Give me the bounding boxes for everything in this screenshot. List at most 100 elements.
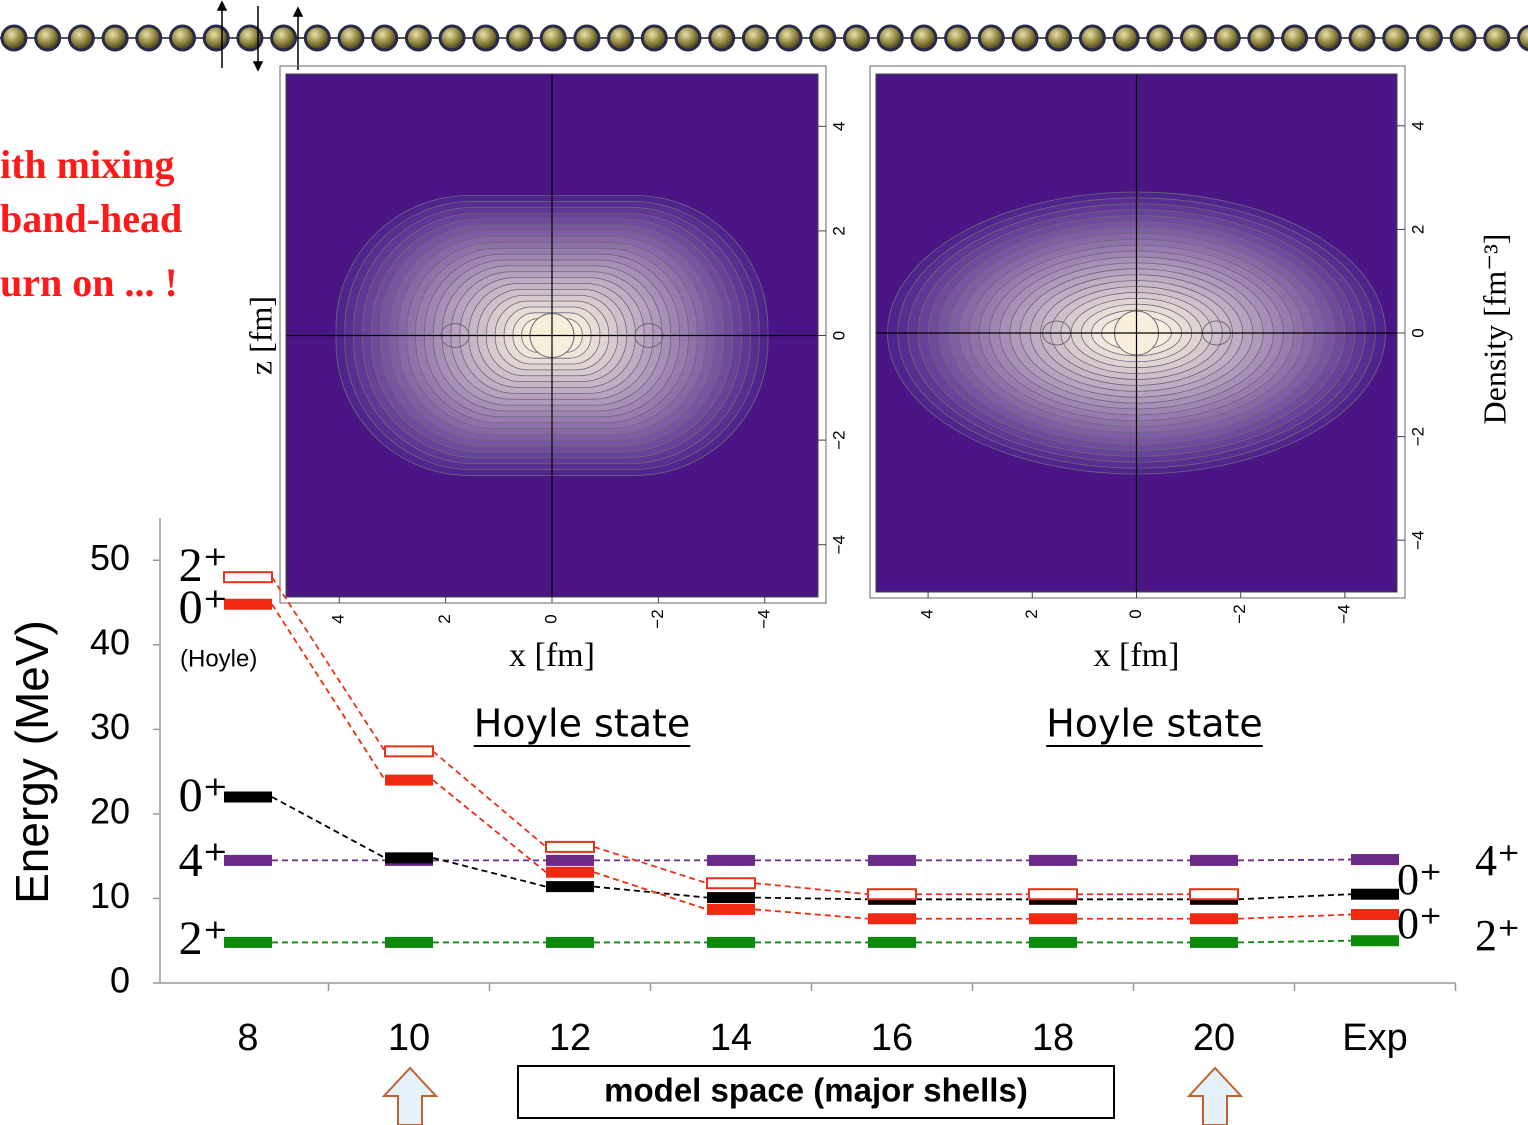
end-label: 0⁺ — [1397, 899, 1442, 948]
level — [1190, 936, 1238, 948]
connector — [754, 908, 869, 920]
bead — [1483, 24, 1511, 52]
level — [384, 745, 434, 758]
bead — [34, 24, 62, 52]
level — [1189, 888, 1239, 901]
bead — [202, 24, 230, 52]
bead — [809, 24, 837, 52]
bead — [1112, 24, 1140, 52]
slide-text: band-head — [0, 196, 182, 241]
y-tick-label: 20 — [90, 790, 130, 831]
bead — [640, 24, 668, 52]
level — [707, 892, 755, 904]
x-tick-label: 20 — [1193, 1017, 1235, 1059]
y-tick-label: −2 — [1408, 427, 1427, 446]
y-tick-label: 4 — [1408, 121, 1427, 130]
level — [1351, 854, 1399, 866]
level — [1351, 888, 1399, 900]
x-tick-label: 4 — [918, 609, 937, 618]
x-tick-label: 14 — [710, 1017, 752, 1059]
bead — [775, 24, 803, 52]
level-label: 2⁺ — [179, 539, 228, 592]
level — [385, 936, 433, 948]
level — [868, 854, 916, 866]
level — [707, 854, 755, 866]
x-tick-label: 4 — [329, 614, 348, 623]
x-tick-label: 12 — [549, 1017, 591, 1059]
bead — [910, 24, 938, 52]
level — [223, 571, 273, 584]
x-tick-label: 0 — [1126, 609, 1145, 618]
y-tick-label: 4 — [829, 122, 848, 131]
level — [706, 877, 756, 890]
y-axis-label: Energy (MeV) — [6, 620, 58, 904]
bead — [1247, 24, 1275, 52]
bead — [1146, 24, 1174, 52]
bead — [1415, 24, 1443, 52]
bead — [337, 24, 365, 52]
y-tick-label: 10 — [90, 875, 130, 916]
bead — [236, 24, 264, 52]
connector — [271, 603, 386, 781]
bead — [1045, 24, 1073, 52]
level-label: 4⁺ — [179, 834, 228, 887]
bead — [977, 24, 1005, 52]
level-label: 2⁺ — [179, 912, 228, 965]
bead — [1382, 24, 1410, 52]
x-tick-label: 2 — [435, 614, 454, 623]
x-axis-label: x [fm] — [509, 637, 595, 674]
connector — [271, 576, 386, 752]
level — [546, 881, 594, 893]
connector — [432, 750, 547, 848]
level-label: 0⁺ — [179, 769, 228, 822]
bead — [404, 24, 432, 52]
bead — [0, 24, 28, 52]
spin-arrows — [216, 0, 304, 72]
bead — [1348, 24, 1376, 52]
shell-arrows — [381, 1066, 1244, 1125]
level — [385, 852, 433, 864]
bead — [843, 24, 870, 52]
bead — [1078, 24, 1106, 52]
level — [707, 936, 755, 948]
bead — [101, 24, 129, 52]
x-label-box — [517, 1065, 1115, 1119]
caption: Hoyle state — [474, 702, 691, 746]
bead-chain — [0, 24, 1528, 52]
caption: Hoyle state — [1046, 702, 1263, 746]
bead — [573, 24, 601, 52]
bead — [303, 24, 331, 52]
x-tick-label: Exp — [1342, 1017, 1407, 1059]
bead — [135, 24, 163, 52]
level — [1029, 913, 1077, 925]
x-axis-label: x [fm] — [1094, 637, 1180, 674]
frame — [279, 65, 827, 604]
level — [1028, 888, 1078, 901]
x-tick-label: −4 — [754, 609, 773, 628]
connector — [432, 779, 547, 873]
bead — [674, 24, 702, 52]
end-label: 0⁺ — [1397, 855, 1442, 904]
y-tick-label: −4 — [829, 535, 848, 554]
level — [224, 598, 272, 610]
connector — [754, 896, 869, 901]
level — [545, 840, 595, 853]
connector — [593, 885, 708, 899]
level — [224, 936, 272, 948]
level — [867, 888, 917, 901]
level — [546, 854, 594, 866]
y-axis-label: z [fm] — [242, 296, 278, 375]
x-tick-label: −4 — [1334, 604, 1353, 623]
bead — [876, 24, 904, 52]
x-tick-label: 10 — [388, 1017, 430, 1059]
level — [868, 913, 916, 925]
bead — [1281, 24, 1309, 52]
bead — [708, 24, 736, 52]
x-tick-label: −2 — [1230, 604, 1249, 623]
y-tick-label: 40 — [90, 621, 130, 662]
connector — [754, 882, 869, 896]
connector — [432, 857, 547, 888]
level — [1351, 909, 1399, 921]
slide-text: urn on ... ! — [0, 260, 178, 305]
